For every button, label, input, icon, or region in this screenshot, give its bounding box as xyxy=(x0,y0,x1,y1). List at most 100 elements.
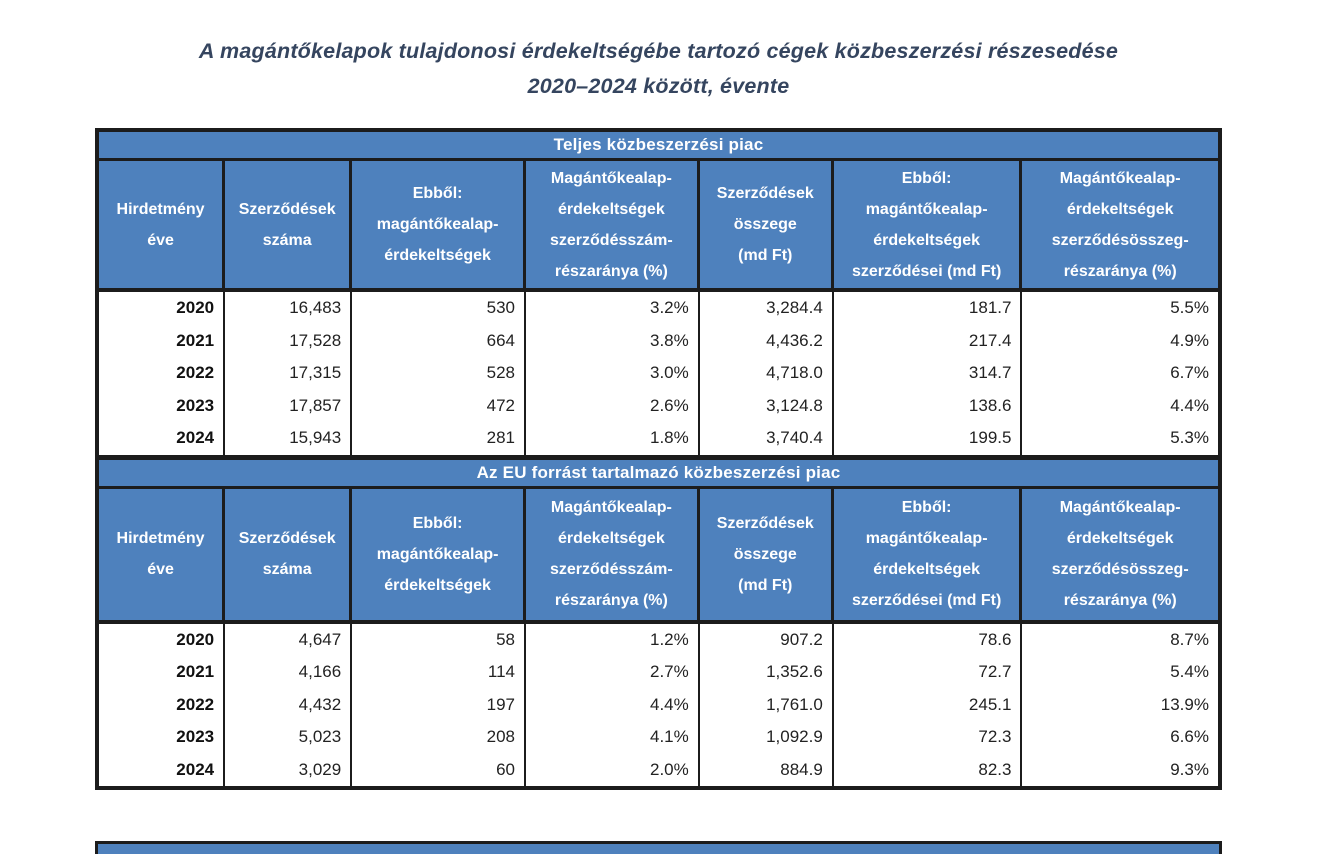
value-cell: 16,483 xyxy=(225,292,353,325)
value-cell: 3,284.4 xyxy=(700,292,834,325)
table-row: 2020 4,647 58 1.2% 907.2 78.6 8.7% xyxy=(99,623,1218,656)
page-title: A magántőkelapok tulajdonosi érdekeltség… xyxy=(0,34,1317,104)
table-row: 2022 17,315 528 3.0% 4,718.0 314.7 6.7% xyxy=(99,357,1218,390)
year-cell: 2021 xyxy=(99,324,226,357)
value-cell: 5.3% xyxy=(1170,428,1209,448)
value-cell: 138.6 xyxy=(834,389,1023,422)
table-total-market: Teljes közbeszerzési piac Hirdetmény éve… xyxy=(99,132,1218,455)
value-cell: 5.5% xyxy=(1170,298,1209,318)
value-cell: 4,647 xyxy=(225,623,353,656)
column-header: Szerződések száma xyxy=(225,161,353,288)
column-header: Szerződések száma xyxy=(225,488,353,620)
column-header: Hirdetmény éve xyxy=(99,161,226,288)
value-cell: 1.2% xyxy=(526,623,700,656)
page-title-line2: 2020–2024 között, évente xyxy=(527,74,790,98)
value-cell: 3.0% xyxy=(526,357,700,390)
value-cell: 5,023 xyxy=(225,721,353,754)
column-header: Magántőkealap- érdekeltségek szerződésös… xyxy=(1051,499,1189,609)
table-header-row: Hirdetmény éve Szerződések száma Ebből: ma… xyxy=(99,161,1218,292)
section-band-title: Teljes közbeszerzési piac xyxy=(553,135,764,154)
value-cell: 13.9% xyxy=(1160,694,1209,714)
value-cell: 1,352.6 xyxy=(700,656,834,689)
value-cell: 17,528 xyxy=(225,324,353,357)
section-band-title: Az EU forrást tartalmazó közbeszerzési p… xyxy=(476,462,841,482)
value-cell: 2.6% xyxy=(526,389,700,422)
value-cell: 1,092.9 xyxy=(700,721,834,754)
value-cell: 60 xyxy=(352,753,526,786)
value-cell: 664 xyxy=(352,324,526,357)
value-cell: 4.4% xyxy=(1170,395,1209,415)
value-cell: 314.7 xyxy=(834,357,1023,390)
value-cell: 528 xyxy=(352,357,526,390)
value-cell: 199.5 xyxy=(834,422,1023,455)
value-cell: 6.7% xyxy=(1170,363,1209,383)
value-cell: 72.3 xyxy=(834,721,1023,754)
table-row: 2022 4,432 197 4.4% 1,761.0 245.1 13.9% xyxy=(99,688,1218,721)
table-row: 2023 17,857 472 2.6% 3,124.8 138.6 4.4% xyxy=(99,389,1218,422)
column-header: Magántőkealap- érdekeltségek szerződéssz… xyxy=(526,161,700,288)
year-cell: 2022 xyxy=(99,688,226,721)
table-row: 2021 4,166 114 2.7% 1,352.6 72.7 5.4% xyxy=(99,656,1218,689)
table-eu-funded-market: Az EU forrást tartalmazó közbeszerzési p… xyxy=(99,459,1218,786)
column-header: Ebből: magántőkealap- érdekeltségek szer… xyxy=(834,161,1023,288)
value-cell: 15,943 xyxy=(225,422,353,455)
column-header: Magántőkealap- érdekeltségek szerződésös… xyxy=(1051,169,1189,280)
value-cell: 281 xyxy=(352,422,526,455)
value-cell: 3,029 xyxy=(225,753,353,786)
value-cell: 4.1% xyxy=(526,721,700,754)
value-cell: 197 xyxy=(352,688,526,721)
value-cell: 4.4% xyxy=(526,688,700,721)
table-row: 2023 5,023 208 4.1% 1,092.9 72.3 6.6% xyxy=(99,721,1218,754)
value-cell: 114 xyxy=(352,656,526,689)
table-row: 2024 15,943 281 1.8% 3,740.4 199.5 5.3% xyxy=(99,422,1218,455)
column-header: Hirdetmény éve xyxy=(99,488,226,620)
value-cell: 4.9% xyxy=(1170,330,1209,350)
year-cell: 2023 xyxy=(99,389,226,422)
column-header: Magántőkealap- érdekeltségek szerződéssz… xyxy=(526,488,700,620)
procurement-tables: Teljes közbeszerzési piac Hirdetmény éve… xyxy=(95,128,1222,790)
value-cell: 3,740.4 xyxy=(700,422,834,455)
value-cell: 4,166 xyxy=(225,656,353,689)
table-header-row: Hirdetmény éve Szerződések száma Ebből: ma… xyxy=(99,488,1218,624)
value-cell: 4,432 xyxy=(225,688,353,721)
table-row: 2024 3,029 60 2.0% 884.9 82.3 9.3% xyxy=(99,753,1218,786)
value-cell: 17,315 xyxy=(225,357,353,390)
value-cell: 4,436.2 xyxy=(700,324,834,357)
value-cell: 17,857 xyxy=(225,389,353,422)
value-cell: 8.7% xyxy=(1170,629,1209,649)
value-cell: 72.7 xyxy=(834,656,1023,689)
table-row: 2020 16,483 530 3.2% 3,284.4 181.7 5.5% xyxy=(99,292,1218,325)
table-row: 2021 17,528 664 3.8% 4,436.2 217.4 4.9% xyxy=(99,324,1218,357)
year-cell: 2024 xyxy=(99,422,226,455)
year-cell: 2024 xyxy=(99,753,226,786)
page-title-line1: A magántőkelapok tulajdonosi érdekeltség… xyxy=(198,39,1119,63)
value-cell: 4,718.0 xyxy=(700,357,834,390)
value-cell: 217.4 xyxy=(834,324,1023,357)
year-cell: 2022 xyxy=(99,357,226,390)
value-cell: 9.3% xyxy=(1170,759,1209,779)
value-cell: 884.9 xyxy=(700,753,834,786)
column-header: Ebből: magántőkealap- érdekeltségek xyxy=(352,161,526,288)
year-cell: 2020 xyxy=(99,623,226,656)
value-cell: 78.6 xyxy=(834,623,1023,656)
value-cell: 3.8% xyxy=(526,324,700,357)
year-cell: 2020 xyxy=(99,292,226,325)
value-cell: 1.8% xyxy=(526,422,700,455)
value-cell: 472 xyxy=(352,389,526,422)
value-cell: 82.3 xyxy=(834,753,1023,786)
column-header: Szerződések összege (md Ft) xyxy=(700,161,834,288)
value-cell: 2.0% xyxy=(526,753,700,786)
section-band: Teljes közbeszerzési piac xyxy=(99,132,1218,161)
section-band: Az EU forrást tartalmazó közbeszerzési p… xyxy=(99,459,1218,489)
year-cell: 2021 xyxy=(99,656,226,689)
value-cell: 245.1 xyxy=(834,688,1023,721)
value-cell: 3.2% xyxy=(526,292,700,325)
value-cell: 6.6% xyxy=(1170,727,1209,747)
value-cell: 208 xyxy=(352,721,526,754)
value-cell: 2.7% xyxy=(526,656,700,689)
value-cell: 530 xyxy=(352,292,526,325)
table-body: 2020 4,647 58 1.2% 907.2 78.6 8.7% 2021 4,166 114… xyxy=(99,623,1218,786)
column-header: Szerződések összege (md Ft) xyxy=(700,488,834,620)
column-header: Ebből: magántőkealap- érdekeltségek xyxy=(352,488,526,620)
column-header: Ebből: magántőkealap- érdekeltségek szer… xyxy=(834,488,1023,620)
